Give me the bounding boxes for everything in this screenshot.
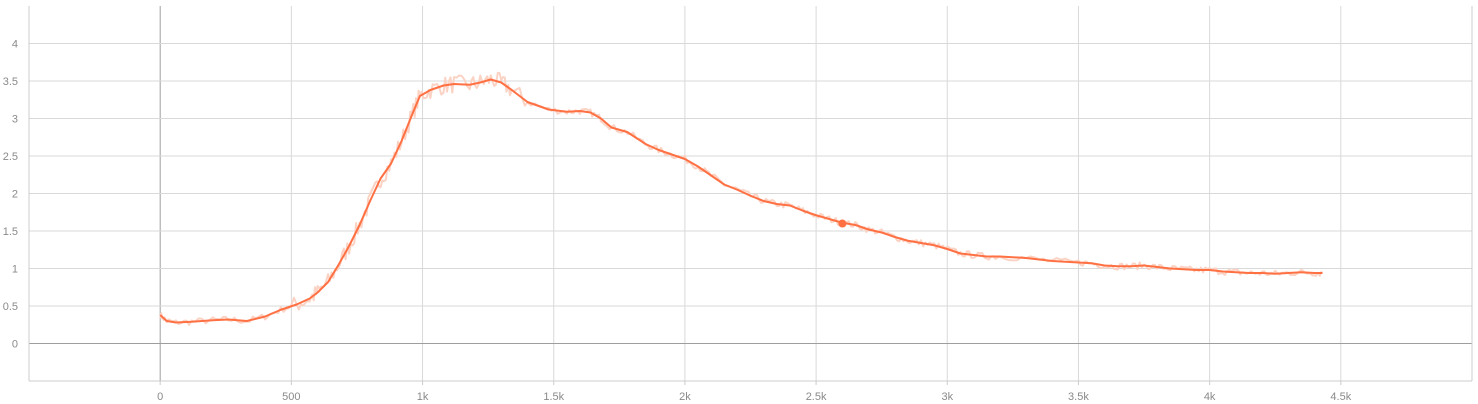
x-tick-label: 500 <box>282 391 300 403</box>
y-tick-label: 2 <box>12 189 18 201</box>
x-tick-label: 4.5k <box>1330 391 1351 403</box>
x-tick-label: 0 <box>157 391 163 403</box>
x-tick-label: 2.5k <box>806 391 827 403</box>
y-tick-label: 4 <box>12 39 18 51</box>
x-tick-label: 1k <box>417 391 429 403</box>
x-tick-label: 1.5k <box>543 391 564 403</box>
y-tick-label: 1.5 <box>3 226 18 238</box>
raw-series-line <box>159 71 1324 326</box>
smoothed-series-line <box>159 78 1323 324</box>
x-tick-label: 3k <box>941 391 953 403</box>
smoothed-series <box>159 78 1323 324</box>
axes <box>28 6 1473 385</box>
y-tick-label: 3.5 <box>3 76 18 88</box>
tick-labels: 0 500 1k 1.5k 2k 2.5k 3k 3.5k 4k 4.5k 0 0.5 1 1.5 2 2.5… <box>3 39 1352 404</box>
x-tick-label: 4k <box>1204 391 1216 403</box>
y-tick-label: 0 <box>12 339 18 351</box>
y-tick-label: 3 <box>12 114 18 126</box>
raw-series <box>159 71 1324 326</box>
x-tick-label: 3.5k <box>1068 391 1089 403</box>
x-tick-label: 2k <box>679 391 691 403</box>
grid <box>29 6 1472 381</box>
y-tick-label: 0.5 <box>3 301 18 313</box>
y-tick-label: 1 <box>12 264 18 276</box>
highlight-point[interactable] <box>838 219 847 228</box>
y-tick-label: 2.5 <box>3 151 18 163</box>
